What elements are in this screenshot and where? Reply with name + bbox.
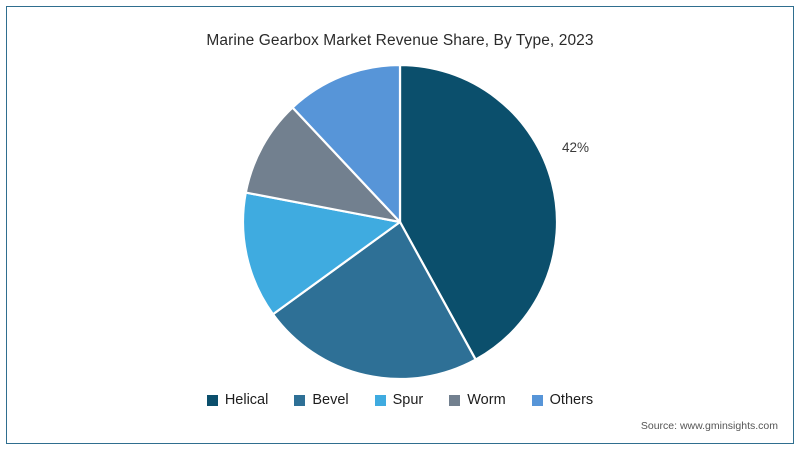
pie-slice-worm[interactable] <box>244 106 402 224</box>
pie-slice-bevel[interactable] <box>271 220 477 380</box>
legend-label: Spur <box>392 392 424 408</box>
legend-item-worm[interactable]: Worm <box>449 392 506 408</box>
pie-chart <box>242 64 558 380</box>
pie-slice-others[interactable] <box>291 64 402 224</box>
legend-label: Bevel <box>312 392 349 408</box>
legend-label: Others <box>549 392 594 408</box>
source-note: Source: www.gminsights.com <box>640 420 778 432</box>
legend-item-bevel[interactable]: Bevel <box>294 392 349 408</box>
chart-legend: Helical Bevel Spur Worm Others <box>0 392 800 408</box>
legend-swatch-icon-others <box>531 394 543 406</box>
chart-title: Marine Gearbox Market Revenue Share, By … <box>206 32 594 49</box>
legend-item-others[interactable]: Others <box>531 392 594 408</box>
slice-value-label-helical: 42% <box>562 140 590 155</box>
legend-swatch-icon-spur <box>374 394 386 406</box>
legend-label: Worm <box>467 392 506 408</box>
pie-svg <box>242 64 558 380</box>
pie-slice-spur[interactable] <box>242 191 402 316</box>
legend-item-spur[interactable]: Spur <box>374 392 424 408</box>
pie-slice-helical[interactable] <box>398 64 558 361</box>
legend-swatch-icon-helical <box>206 394 218 406</box>
legend-swatch-icon-worm <box>449 394 461 406</box>
legend-swatch-icon-bevel <box>294 394 306 406</box>
legend-label: Helical <box>224 392 269 408</box>
legend-item-helical[interactable]: Helical <box>206 392 269 408</box>
pie-slice-group <box>242 64 558 380</box>
